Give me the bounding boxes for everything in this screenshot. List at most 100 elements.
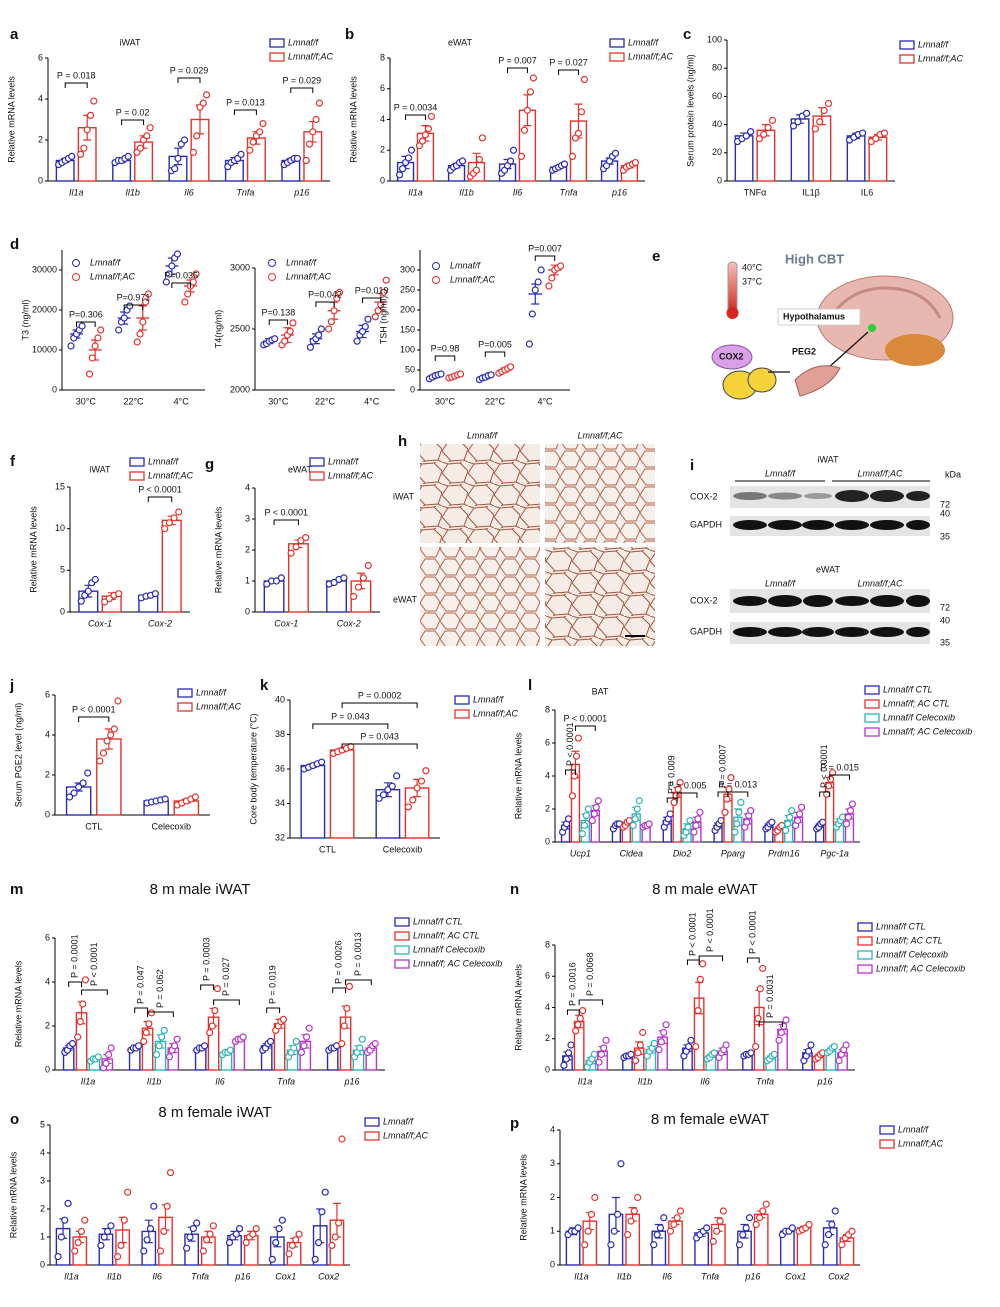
panel-letter: l [528, 677, 532, 694]
data-point [175, 508, 183, 516]
y-tick-label: 0 [40, 1259, 45, 1269]
data-point [775, 1036, 783, 1044]
x-tick-label: Cox-1 [88, 618, 112, 628]
data-point [733, 820, 741, 828]
data-point [670, 798, 678, 807]
bracket [341, 702, 418, 708]
bracket [268, 319, 288, 325]
data-point [150, 1202, 158, 1210]
y-tick-label: 2 [38, 134, 43, 144]
data-point [657, 1038, 665, 1046]
marker-label: 40 [940, 508, 950, 518]
data-point [193, 132, 201, 140]
annotation: P = 0.0001 [70, 934, 80, 978]
legend-label: Lmnaf/f; AC CTL [883, 698, 950, 708]
bracket [574, 725, 596, 731]
x-tick-label: Il1a [64, 1271, 79, 1281]
bracket [565, 769, 576, 775]
band-label: COX-2 [690, 595, 718, 605]
y-tick-label: 6 [45, 689, 50, 699]
data-point [872, 135, 880, 143]
histology-image [420, 444, 540, 543]
legend-swatch [364, 1131, 380, 1141]
y-tick-label: 30000 [32, 264, 57, 274]
x-tick-label: 30°C [268, 396, 289, 406]
data-point [85, 370, 94, 378]
data-point [183, 1244, 191, 1252]
x-tick-label: Prdm16 [768, 848, 800, 858]
data-point [353, 337, 361, 345]
data-point [780, 1022, 788, 1030]
vessel [794, 365, 841, 397]
data-point [158, 1033, 166, 1041]
data-point [292, 1037, 300, 1046]
data-point [173, 1035, 181, 1043]
bracket [171, 282, 191, 288]
x-tick-label: p16 [343, 1076, 359, 1086]
x-tick-label: Pparg [721, 848, 745, 858]
data-point [318, 758, 326, 766]
data-point [692, 1042, 700, 1051]
data-point [311, 1255, 319, 1264]
annotation: P = 0.02 [116, 107, 150, 117]
bracket [76, 321, 96, 327]
data-point [487, 371, 495, 379]
y-tick-label: 6 [545, 737, 550, 747]
bar [161, 519, 182, 613]
cell [747, 367, 777, 393]
thermometer [727, 261, 738, 313]
data-point [528, 310, 536, 318]
bands [733, 595, 930, 607]
data-point [762, 1200, 770, 1208]
annotation: P < 0.0001 [748, 910, 758, 954]
data-point [124, 1188, 132, 1196]
data-point [517, 152, 526, 160]
bracket [147, 496, 173, 502]
data-point [84, 587, 92, 595]
y-tick-label: 100 [707, 34, 722, 44]
data-point [165, 270, 173, 278]
x-tick-label: Cox-2 [337, 618, 361, 628]
blot-title: iWAT [818, 454, 839, 464]
bracket [123, 304, 144, 310]
bracket [68, 981, 83, 987]
data-point [594, 797, 602, 805]
data-point [803, 109, 811, 117]
marker-label: 35 [940, 637, 950, 647]
data-point [94, 1053, 102, 1061]
data-point [789, 122, 798, 130]
legend-swatch [857, 922, 873, 932]
bracket [578, 999, 604, 1005]
data-point [796, 810, 804, 818]
data-point [249, 1230, 257, 1238]
bracket [200, 984, 215, 990]
data-point [422, 767, 430, 775]
data-point [636, 1041, 644, 1049]
annotation: P = 0.029 [170, 65, 209, 75]
data-point [545, 282, 553, 290]
x-tick-label: Tnfa [559, 187, 577, 197]
legend-swatch [432, 262, 440, 270]
x-tick-label: Il1b [459, 187, 474, 197]
x-tick-label: 4°C [364, 396, 380, 406]
column-label: Lmnaf/f [467, 430, 499, 440]
x-tick-label: Cox1 [785, 1271, 806, 1281]
data-point [206, 1028, 214, 1037]
legend-swatch [394, 917, 410, 927]
data-point [71, 1247, 79, 1255]
x-tick-label: Il1a [574, 1271, 589, 1281]
group-label: Lmnaf/f [765, 578, 797, 588]
data-point [673, 1214, 681, 1222]
y-axis-label: Relative mRNA levels [6, 76, 16, 163]
data-point [74, 1238, 82, 1247]
data-point [57, 1233, 66, 1241]
data-point [458, 157, 467, 165]
data-point [141, 298, 150, 306]
legend-swatch [857, 950, 873, 960]
data-point [275, 1224, 283, 1233]
data-point [662, 1021, 670, 1029]
data-point [86, 111, 95, 120]
band-label: GAPDH [690, 626, 722, 636]
bracket [558, 69, 579, 75]
data-point [811, 125, 819, 133]
